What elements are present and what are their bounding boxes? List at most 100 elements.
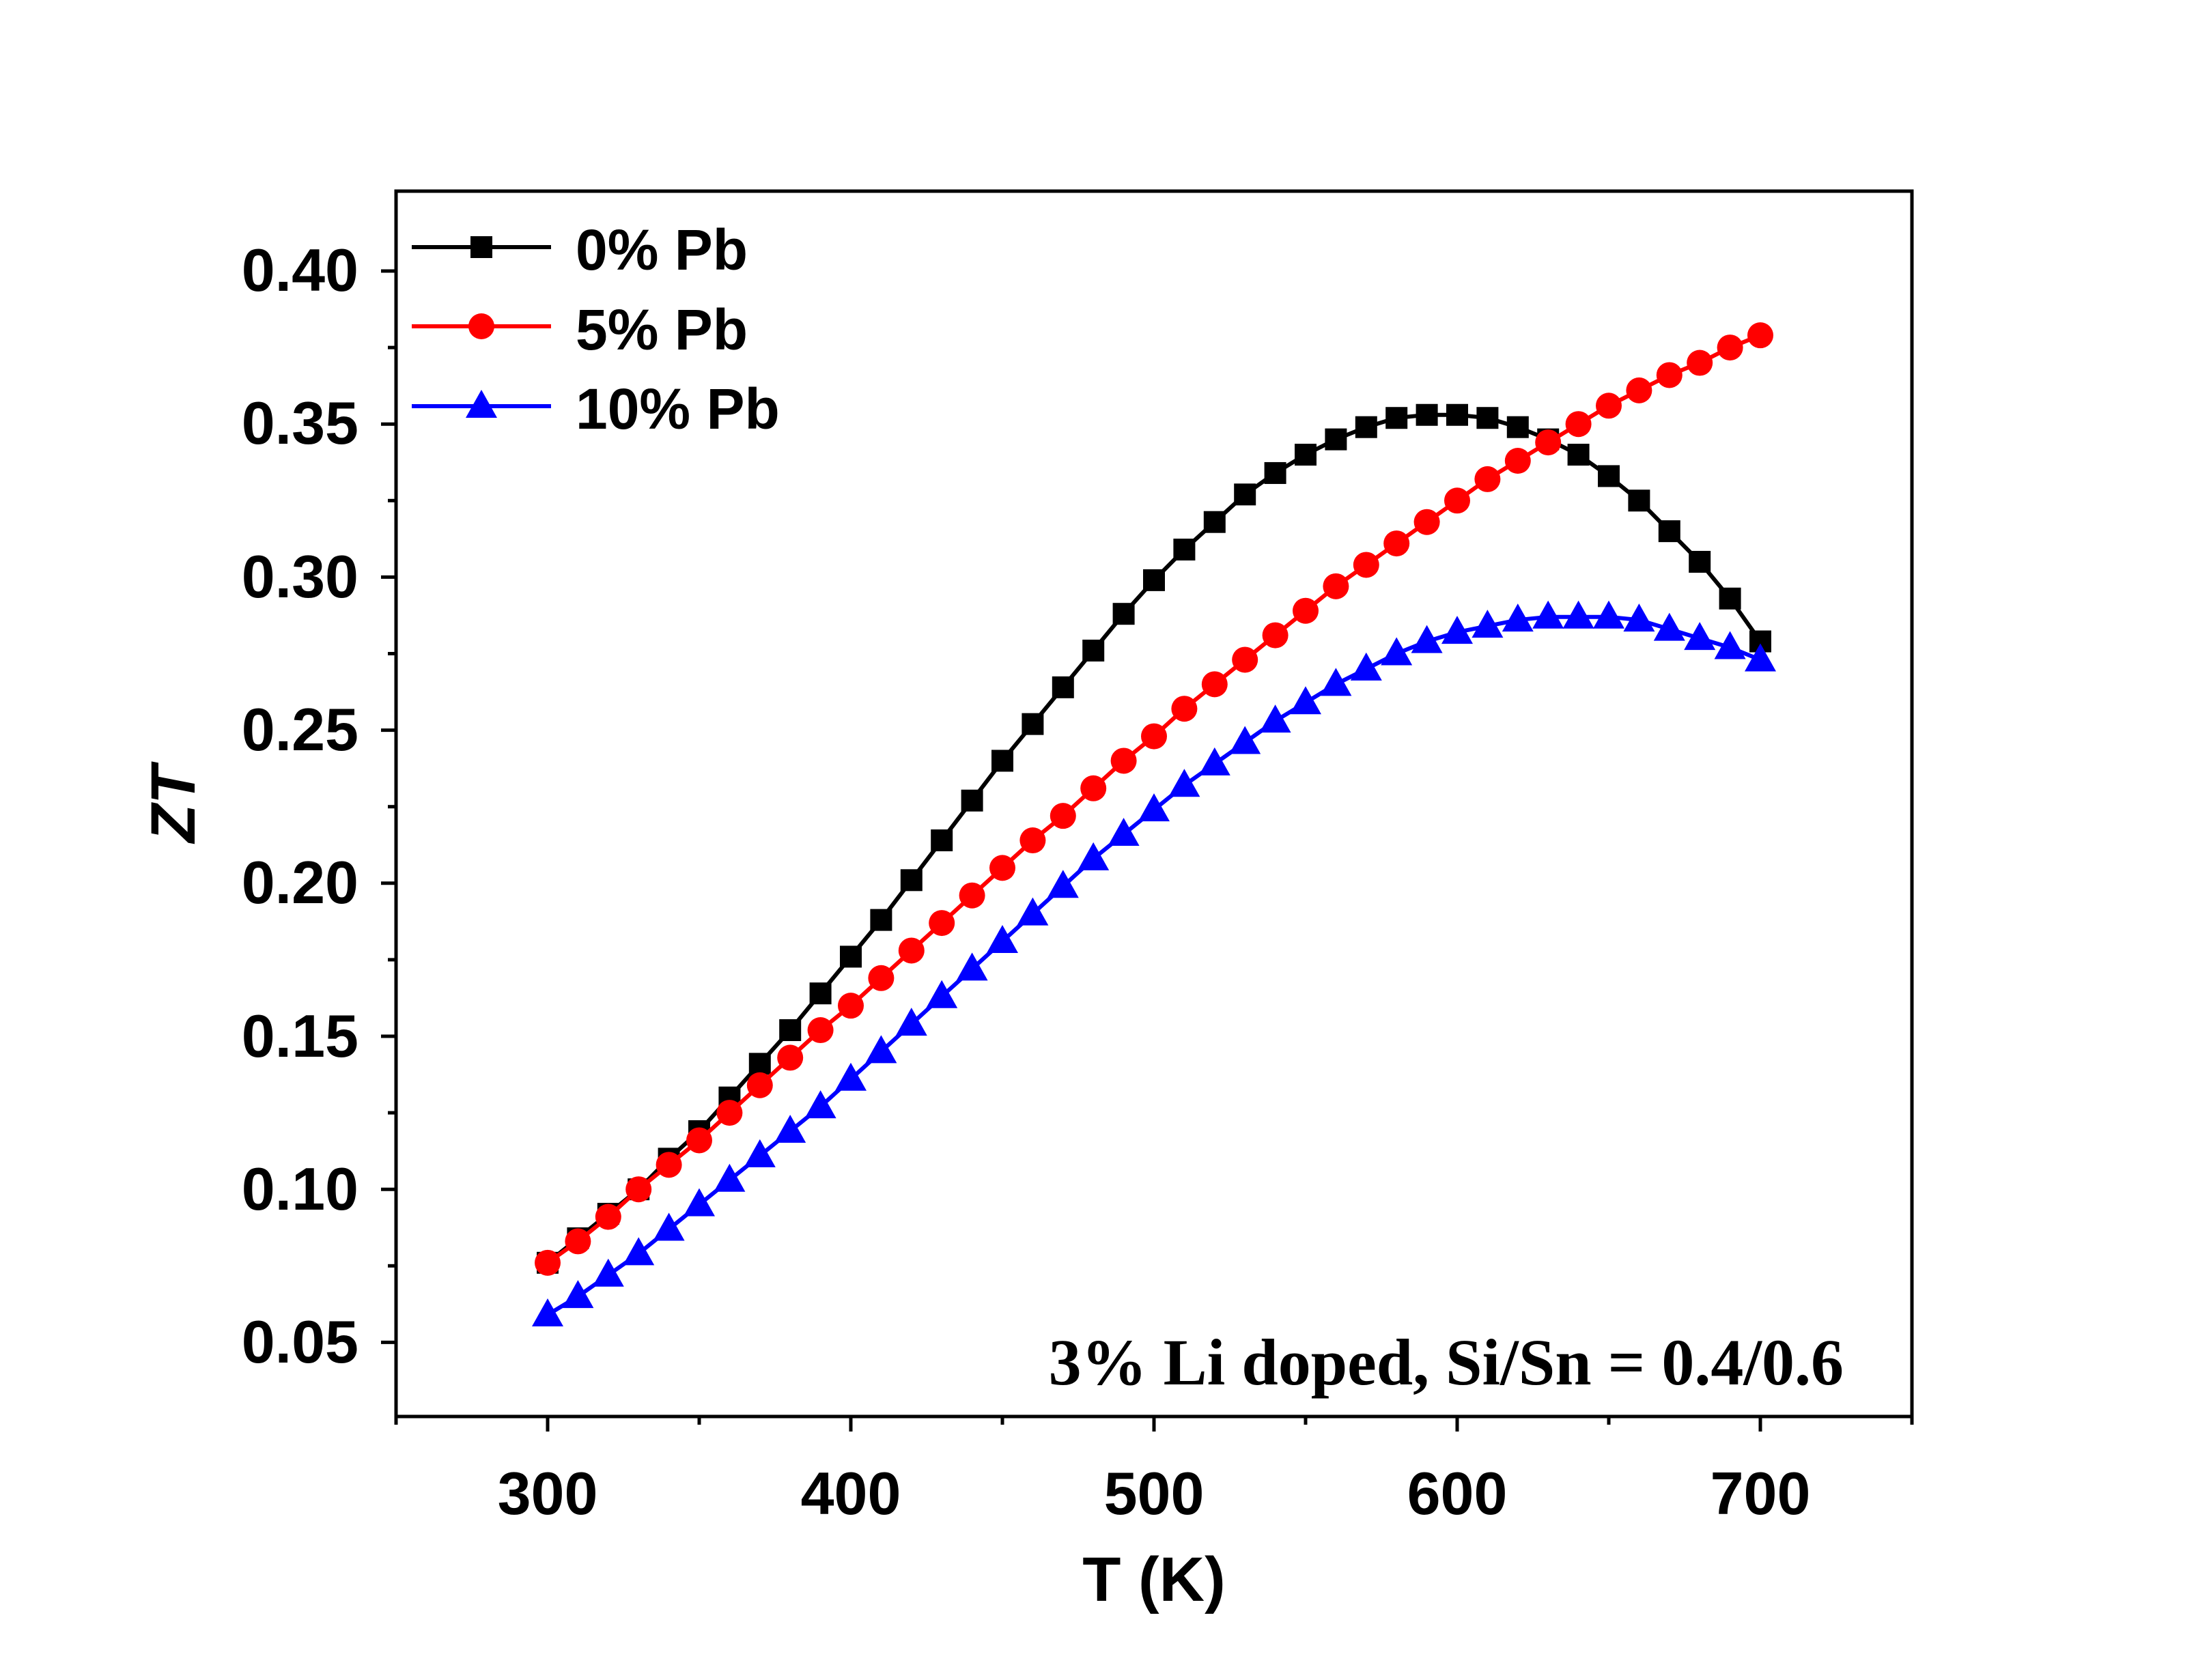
data-point-5pct-pb	[1687, 350, 1713, 376]
data-point-10pct-pb	[1411, 625, 1443, 653]
data-point-5pct-pb	[1596, 393, 1622, 419]
y-tick-label: 0.25	[242, 696, 358, 763]
legend-label-5pct-pb: 5% Pb	[576, 298, 748, 362]
data-point-0pct-pb	[1022, 713, 1044, 735]
legend-marker-5pct-pb	[468, 313, 494, 339]
y-tick-label: 0.20	[242, 849, 358, 916]
data-point-0pct-pb	[1598, 465, 1620, 487]
data-point-10pct-pb	[1047, 870, 1079, 898]
data-point-0pct-pb	[870, 909, 892, 931]
data-point-10pct-pb	[1017, 897, 1049, 926]
data-point-0pct-pb	[1658, 520, 1680, 543]
x-tick-label: 300	[498, 1460, 598, 1527]
y-tick-label: 0.30	[242, 543, 358, 610]
x-tick-label: 500	[1104, 1460, 1205, 1527]
data-point-10pct-pb	[623, 1237, 655, 1266]
y-axis-title: ZT	[139, 761, 208, 844]
data-point-0pct-pb	[1052, 676, 1074, 698]
data-point-0pct-pb	[1689, 550, 1711, 573]
series-line-0pct-pb	[546, 412, 1762, 1265]
data-point-10pct-pb	[714, 1163, 746, 1192]
data-point-10pct-pb	[562, 1280, 594, 1309]
data-point-10pct-pb	[926, 980, 958, 1008]
x-tick-labels: 300 400 500 600 700	[498, 1460, 1811, 1527]
data-point-5pct-pb	[1080, 775, 1107, 801]
x-tick-label: 400	[801, 1460, 901, 1527]
data-point-5pct-pb	[929, 910, 955, 937]
data-point-5pct-pb	[838, 993, 864, 1019]
data-point-10pct-pb	[1532, 600, 1564, 629]
data-point-5pct-pb	[746, 1072, 773, 1098]
data-point-0pct-pb	[1325, 428, 1347, 451]
data-point-0pct-pb	[840, 945, 862, 968]
data-point-0pct-pb	[991, 750, 1013, 772]
data-point-10pct-pb	[592, 1258, 624, 1287]
data-point-0pct-pb	[961, 789, 983, 812]
y-tick-label: 0.15	[242, 1002, 358, 1070]
data-point-0pct-pb	[1416, 403, 1438, 426]
data-point-0pct-pb	[1446, 403, 1468, 426]
data-point-5pct-pb	[1474, 466, 1501, 492]
data-point-5pct-pb	[1019, 827, 1046, 854]
data-point-10pct-pb	[1138, 793, 1170, 822]
data-point-10pct-pb	[1684, 622, 1716, 651]
data-point-0pct-pb	[1264, 461, 1286, 484]
data-point-0pct-pb	[1628, 489, 1650, 512]
legend: 0% Pb 5% Pb 10% Pb	[412, 218, 780, 441]
annotation-doping-note: 3% Li doped, Si/Sn = 0.4/0.6	[1049, 1326, 1844, 1399]
data-point-0pct-pb	[1173, 539, 1196, 561]
data-point-0pct-pb	[1082, 640, 1105, 662]
data-point-5pct-pb	[1747, 322, 1773, 349]
data-point-5pct-pb	[1535, 429, 1562, 456]
data-point-5pct-pb	[625, 1176, 652, 1203]
data-point-0pct-pb	[1719, 587, 1741, 610]
legend-marker-0pct-pb	[470, 236, 492, 258]
data-point-10pct-pb	[804, 1090, 836, 1119]
data-point-10pct-pb	[895, 1008, 927, 1036]
legend-label-0pct-pb: 0% Pb	[576, 218, 748, 282]
data-point-0pct-pb	[931, 829, 953, 852]
data-point-10pct-pb	[1108, 818, 1140, 846]
data-point-0pct-pb	[1112, 603, 1135, 625]
data-point-0pct-pb	[1295, 444, 1317, 466]
legend-symbols	[412, 236, 551, 418]
data-point-10pct-pb	[1168, 769, 1200, 797]
data-point-5pct-pb	[989, 855, 1015, 881]
y-tick-label: 0.35	[242, 389, 358, 457]
data-point-5pct-pb	[1504, 448, 1531, 474]
data-point-5pct-pb	[1656, 362, 1683, 388]
data-point-10pct-pb	[1714, 631, 1746, 659]
data-point-10pct-pb	[956, 952, 988, 981]
data-point-0pct-pb	[1234, 483, 1256, 506]
data-point-5pct-pb	[565, 1228, 591, 1255]
data-point-10pct-pb	[865, 1035, 897, 1064]
data-point-5pct-pb	[1232, 646, 1258, 673]
y-tick-label: 0.10	[242, 1155, 358, 1223]
data-point-0pct-pb	[1476, 407, 1499, 429]
axis-ticks	[381, 269, 1914, 1432]
data-point-5pct-pb	[1201, 671, 1228, 698]
data-point-10pct-pb	[1441, 616, 1473, 644]
series-layer	[532, 322, 1776, 1327]
y-tick-label: 0.40	[242, 236, 358, 304]
data-point-5pct-pb	[1353, 552, 1379, 578]
data-point-5pct-pb	[1626, 377, 1652, 403]
y-tick-label: 0.05	[242, 1308, 358, 1376]
data-point-0pct-pb	[1567, 444, 1590, 466]
data-point-5pct-pb	[807, 1017, 834, 1044]
data-point-5pct-pb	[1565, 411, 1592, 438]
data-point-10pct-pb	[1290, 686, 1321, 715]
data-point-5pct-pb	[1717, 334, 1743, 361]
data-point-5pct-pb	[535, 1249, 561, 1276]
data-point-10pct-pb	[1198, 747, 1230, 775]
data-point-0pct-pb	[1506, 416, 1529, 438]
data-point-0pct-pb	[1203, 511, 1226, 533]
data-point-10pct-pb	[1502, 603, 1534, 632]
data-point-10pct-pb	[1623, 603, 1655, 632]
legend-label-10pct-pb: 10% Pb	[576, 377, 780, 441]
data-point-10pct-pb	[1745, 643, 1776, 672]
data-point-10pct-pb	[774, 1115, 806, 1143]
data-point-0pct-pb	[809, 982, 832, 1005]
data-point-5pct-pb	[716, 1100, 743, 1126]
